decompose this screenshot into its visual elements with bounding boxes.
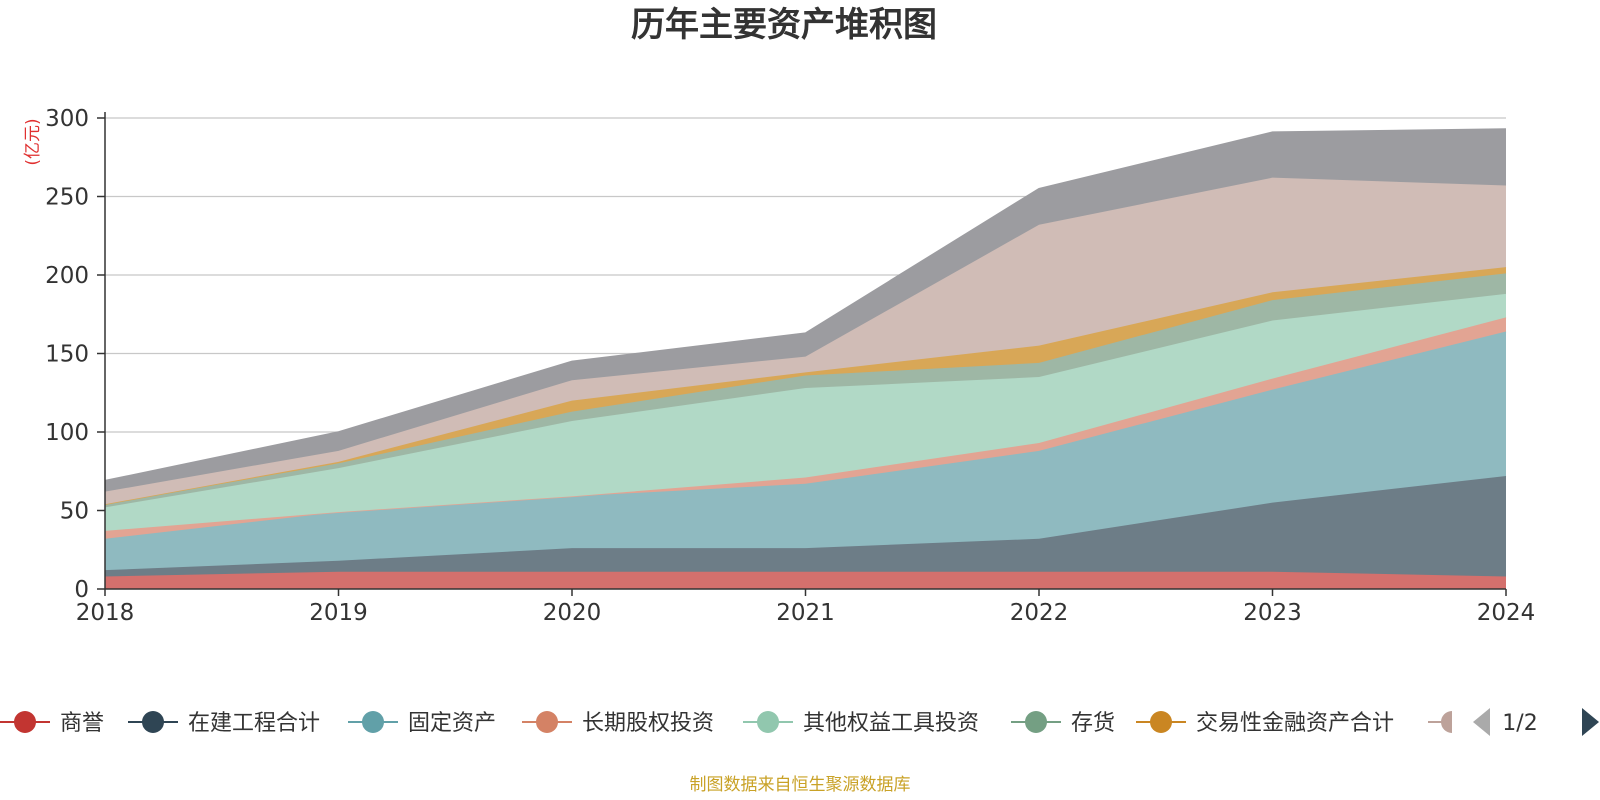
series-area-6 [105, 267, 1506, 505]
y-tick-label: 150 [45, 342, 89, 368]
legend-item[interactable]: 在建工程合计 [128, 711, 320, 736]
x-tick-label: 2024 [1477, 600, 1536, 626]
legend-item[interactable]: 交易性金融资产合计 [1136, 711, 1394, 736]
legend-marker-icon [757, 711, 779, 733]
series-area-1 [105, 475, 1506, 577]
series-areas [104, 128, 1507, 589]
x-tick-label: 2018 [76, 600, 135, 626]
legend-label: 商誉 [60, 711, 104, 736]
y-tick-label: 250 [45, 185, 89, 211]
legend-marker-icon [1150, 711, 1172, 733]
x-tick-label: 2023 [1243, 600, 1302, 626]
y-tick-label: 50 [60, 499, 89, 525]
legend-label: 在建工程合计 [188, 711, 320, 736]
legend-item[interactable]: 其他权益工具投资 [743, 711, 979, 736]
legend: 商誉 在建工程合计 固定资产 长期股权投资 其他权益工具投资 存货 交易性金融资产合计 [0, 711, 1452, 736]
legend-marker-icon [14, 711, 36, 733]
legend-marker-icon [536, 711, 558, 733]
legend-marker-icon [1025, 711, 1047, 733]
legend-marker-icon [1441, 711, 1452, 733]
series-line-8 [104, 128, 1507, 482]
y-axis-unit: (亿元) [23, 118, 43, 165]
legend-item[interactable]: 长期股权投资 [522, 711, 714, 736]
y-tick-label: 0 [74, 577, 89, 603]
y-tick-label: 100 [45, 420, 89, 446]
x-tick-label: 2019 [309, 600, 368, 626]
x-tick-label: 2020 [543, 600, 602, 626]
y-tick-label: 300 [45, 106, 89, 132]
legend-marker-icon [362, 711, 384, 733]
data-source-note: 制图数据来自恒生聚源数据库 [690, 775, 911, 795]
y-tick-label: 200 [45, 263, 89, 289]
legend-pager: 1/2 [1473, 708, 1599, 736]
previous-page-icon[interactable] [1473, 708, 1490, 736]
x-tick-label: 2021 [776, 600, 835, 626]
legend-item[interactable]: 固定资产 [348, 711, 496, 736]
series-area-0 [105, 571, 1506, 589]
chart-title: 历年主要资产堆积图 [631, 5, 937, 45]
legend-label: 交易性金融资产合计 [1196, 711, 1394, 736]
legend-page-indicator: 1/2 [1502, 711, 1537, 736]
legend-item[interactable]: 商誉 [0, 711, 104, 736]
legend-label: 其他权益工具投资 [803, 711, 979, 736]
legend-marker-icon [142, 711, 164, 733]
legend-item[interactable]: 存货 [1011, 711, 1115, 736]
series-area-7 [105, 177, 1506, 505]
series-area-4 [105, 293, 1506, 531]
legend-label: 固定资产 [408, 711, 496, 736]
axes: 0 50 100 150 200 250 300 2018 2019 2020 2021 2022 20… [45, 106, 1535, 626]
legend-item-partial[interactable] [1428, 711, 1452, 733]
x-tick-label: 2022 [1010, 600, 1069, 626]
series-area-8 [105, 128, 1506, 492]
series-area-2 [105, 331, 1506, 571]
next-page-icon[interactable] [1582, 708, 1599, 736]
legend-label: 长期股权投资 [582, 711, 714, 736]
legend-label: 存货 [1071, 711, 1115, 736]
